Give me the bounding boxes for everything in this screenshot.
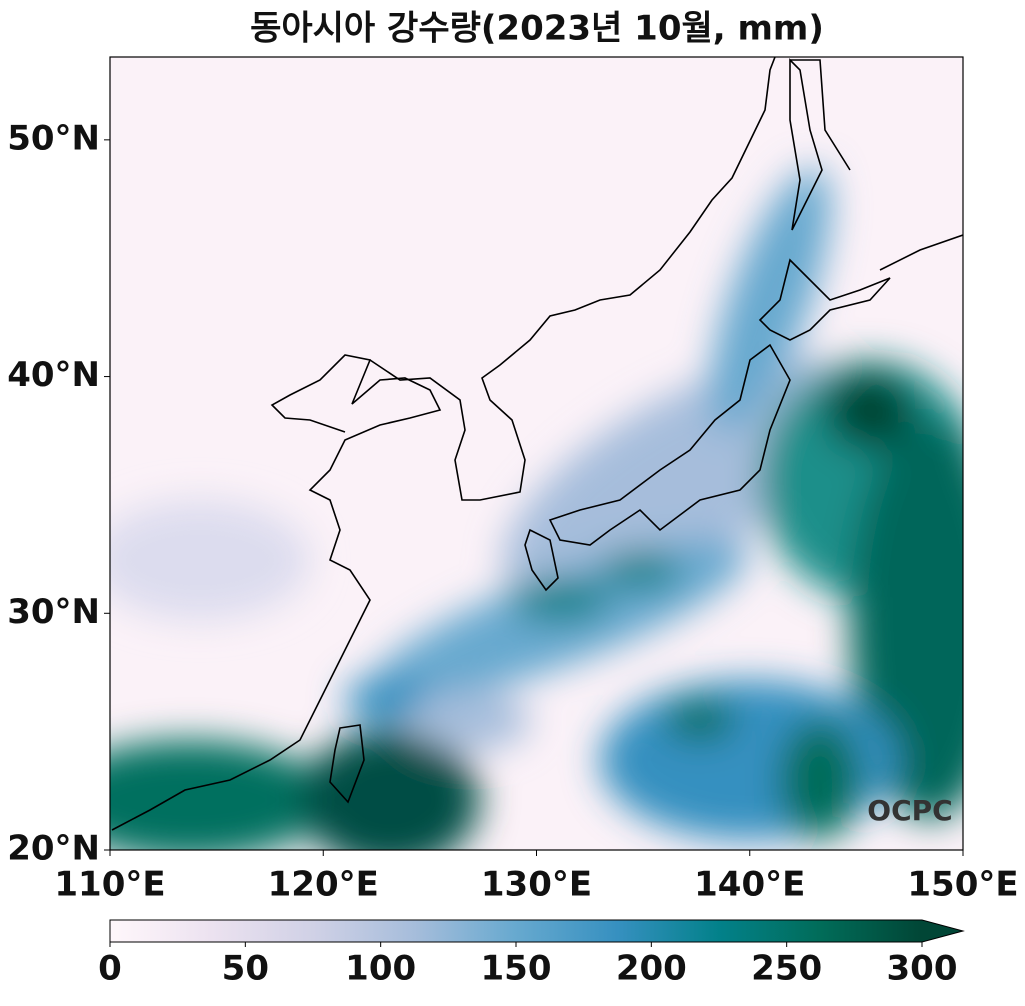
colorbar-frame — [109, 919, 965, 943]
watermark: OCPC — [867, 794, 952, 827]
y-tick-label: 20°N — [7, 829, 100, 869]
precip-field: OCPC — [110, 57, 963, 850]
colorbar-ramp — [110, 920, 922, 942]
colorbar-extend — [922, 920, 963, 942]
chart-title: 동아시아 강수량(2023년 10월, mm) — [250, 9, 824, 49]
colorbar-tick-label: 300 — [887, 949, 958, 989]
x-tick-label: 140°E — [694, 865, 805, 905]
y-tick-label: 50°N — [7, 118, 100, 158]
colorbar-tick-label: 50 — [222, 949, 269, 989]
x-tick-label: 130°E — [481, 865, 592, 905]
x-tick-label: 110°E — [54, 865, 165, 905]
colorbar-tick-label: 0 — [98, 949, 122, 989]
colorbar-tick-label: 150 — [481, 949, 552, 989]
coastlines — [111, 57, 963, 831]
colorbar-tick-label: 250 — [751, 949, 822, 989]
y-tick-label: 40°N — [7, 355, 100, 395]
colorbar-tick-label: 200 — [616, 949, 687, 989]
colorbar: 0 50 100 150 200 250 300 — [98, 919, 965, 989]
colorbar-tick-label: 100 — [345, 949, 416, 989]
y-tick-label: 30°N — [7, 592, 100, 632]
x-tick-label: 120°E — [268, 865, 379, 905]
x-tick-label: 150°E — [907, 865, 1018, 905]
